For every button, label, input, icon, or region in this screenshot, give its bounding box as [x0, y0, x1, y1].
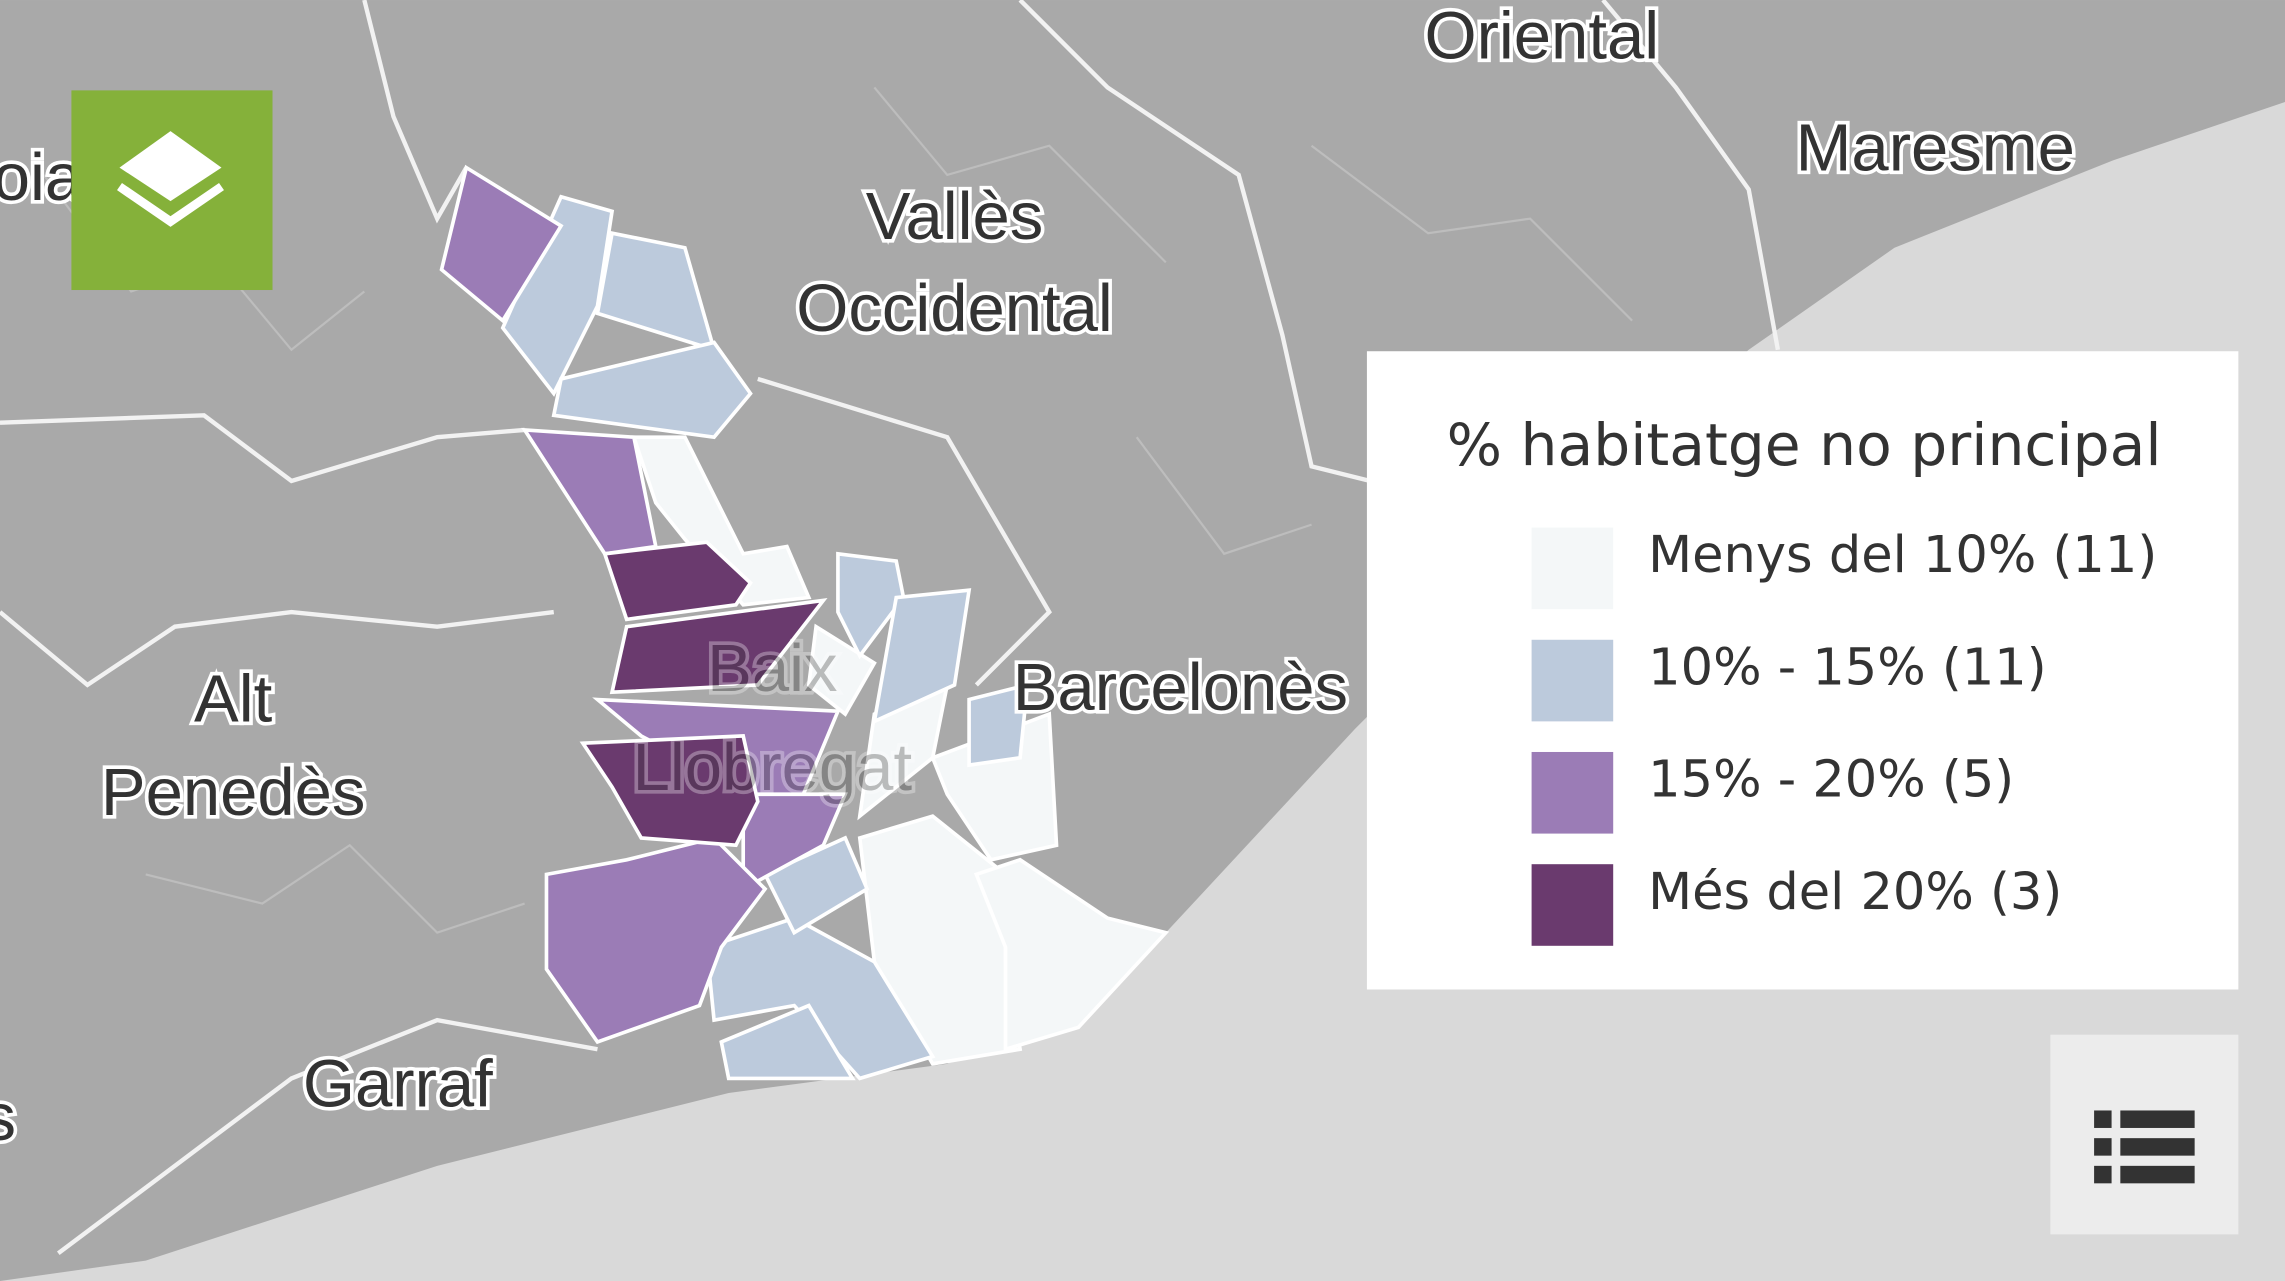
layer-icon — [119, 131, 222, 202]
legend-label: 10% - 15% (11) — [1648, 638, 2046, 697]
map-label: Llobregat — [633, 730, 913, 805]
municipality — [836, 551, 906, 660]
municipality — [871, 588, 972, 725]
municipality — [544, 835, 768, 1045]
legend-swatch — [1531, 639, 1614, 722]
map-label: Barcelonès — [1013, 650, 1348, 725]
legend: % habitatge no principal Menys del 10% (… — [1366, 351, 2239, 990]
municipality — [439, 164, 564, 324]
button-bg — [2050, 1034, 2239, 1235]
layer-icon — [117, 182, 224, 227]
legend-title: % habitatge no principal — [1447, 411, 2162, 479]
legend-swatch — [1531, 864, 1614, 946]
list-button[interactable] — [2050, 1034, 2239, 1235]
map-label: Penedès — [101, 755, 366, 830]
map-label: Alt — [194, 662, 273, 737]
map-label: Baix — [707, 631, 837, 706]
comarca-borders — [0, 0, 1781, 1256]
municipality — [967, 682, 1030, 768]
map-label: Occidental — [796, 271, 1113, 346]
layers-button[interactable] — [71, 90, 273, 291]
municipality — [602, 540, 753, 622]
municipality — [930, 711, 1059, 862]
legend-label: 15% - 20% (5) — [1648, 751, 2014, 810]
legend-items: Menys del 10% (11) 10% - 15% (11) 15% - 20… — [1531, 526, 2157, 946]
municipality — [973, 857, 1170, 1052]
map-label: s — [0, 1080, 16, 1155]
map-label: Garraf — [303, 1046, 493, 1121]
municipality — [579, 734, 760, 848]
legend-label: Més del 20% (3) — [1648, 863, 2062, 922]
legend-swatch — [1531, 527, 1614, 610]
municipality — [551, 340, 753, 440]
municipality — [806, 623, 877, 717]
legend-label: Menys del 10% (11) — [1648, 526, 2157, 585]
map-label: oia — [0, 140, 83, 215]
list-icon — [2094, 1110, 2195, 1184]
municipality — [609, 598, 828, 695]
municipality — [631, 435, 812, 607]
municipalities — [439, 164, 1170, 1081]
legend-swatch — [1531, 751, 1614, 834]
municipality — [741, 792, 848, 893]
legend-box — [1366, 351, 2239, 990]
map-label: Maresme — [1796, 111, 2075, 186]
municipality — [762, 835, 870, 936]
map-label: Oriental — [1424, 0, 1659, 74]
map-label: Vallès — [866, 179, 1044, 254]
municipality — [719, 1003, 856, 1081]
